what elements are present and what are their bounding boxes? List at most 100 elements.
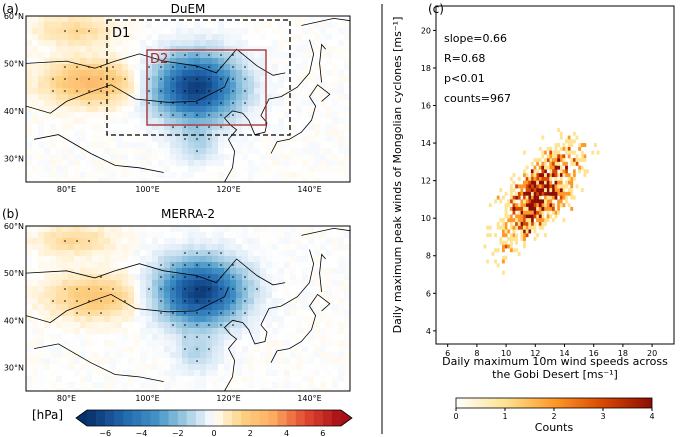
field-cell xyxy=(320,166,327,173)
histogram-cell xyxy=(520,236,524,241)
field-cell xyxy=(332,274,339,281)
field-cell xyxy=(230,244,237,251)
field-cell xyxy=(314,124,321,131)
histogram-cell xyxy=(549,173,553,178)
histogram-cell xyxy=(538,206,542,211)
field-cell xyxy=(314,166,321,173)
field-cell xyxy=(314,160,321,167)
field-cell xyxy=(248,142,255,149)
histogram-cells xyxy=(483,128,600,275)
field-cell xyxy=(152,112,159,119)
field-cell xyxy=(56,316,63,323)
field-cell xyxy=(266,352,273,359)
field-cell xyxy=(320,382,327,389)
field-cell xyxy=(176,388,183,391)
histogram-cell xyxy=(525,210,529,215)
field-cell xyxy=(38,268,45,275)
field-cell xyxy=(302,52,309,59)
field-cell xyxy=(170,40,177,47)
field-cell xyxy=(152,16,159,23)
field-cell xyxy=(260,160,267,167)
significance-dot xyxy=(100,78,102,80)
field-cell xyxy=(206,328,213,335)
field-cell xyxy=(140,232,147,239)
field-cell xyxy=(110,238,117,245)
field-cell xyxy=(188,94,195,101)
histogram-cell xyxy=(533,191,537,196)
field-cell xyxy=(314,310,321,317)
field-cell xyxy=(110,262,117,269)
field-cell xyxy=(128,268,135,275)
field-cell xyxy=(92,316,99,323)
histogram-cell xyxy=(565,199,568,204)
field-cell xyxy=(344,388,350,391)
field-cell xyxy=(110,136,117,143)
field-cell xyxy=(158,370,165,377)
field-cell xyxy=(68,382,75,389)
field-cell xyxy=(176,82,183,89)
field-cell xyxy=(236,136,243,143)
field-cell xyxy=(146,136,153,143)
field-cell xyxy=(74,82,81,89)
field-cell xyxy=(296,40,303,47)
field-cell xyxy=(38,352,45,359)
field-cell xyxy=(98,58,105,65)
field-cell xyxy=(152,70,159,77)
field-cell xyxy=(176,106,183,113)
histogram-cell xyxy=(504,255,508,260)
field-cell xyxy=(128,16,135,23)
field-cell xyxy=(308,52,315,59)
field-cell xyxy=(308,172,315,179)
histogram-cell xyxy=(499,236,503,241)
field-cell xyxy=(74,316,81,323)
field-cell xyxy=(86,130,93,137)
field-cell xyxy=(104,310,111,317)
field-cell xyxy=(116,100,123,107)
field-cell xyxy=(92,382,99,389)
map-a-frame xyxy=(25,15,351,183)
field-cell xyxy=(176,142,183,149)
field-cell xyxy=(164,388,171,391)
field-cell xyxy=(158,160,165,167)
field-cell xyxy=(50,256,57,263)
field-cell xyxy=(164,34,171,41)
field-cell xyxy=(176,364,183,371)
field-cell xyxy=(116,166,123,173)
field-cell xyxy=(290,232,297,239)
histogram-cell xyxy=(533,206,537,211)
field-cell xyxy=(116,298,123,305)
field-cell xyxy=(320,346,327,353)
field-cell xyxy=(128,64,135,71)
field-cell xyxy=(86,172,93,179)
field-cell xyxy=(38,160,45,167)
field-cell xyxy=(236,328,243,335)
field-cell xyxy=(200,46,207,53)
field-cell xyxy=(194,268,201,275)
field-cell xyxy=(254,382,261,389)
histogram-cell xyxy=(567,150,571,155)
field-cell xyxy=(170,178,177,182)
field-cell xyxy=(122,244,129,251)
histogram-cell xyxy=(517,251,521,256)
field-cell xyxy=(98,262,105,269)
field-cell xyxy=(314,52,321,59)
field-cell xyxy=(326,250,333,257)
field-cell xyxy=(110,142,117,149)
field-cell xyxy=(296,16,303,23)
histogram-cell xyxy=(501,233,505,238)
field-cell xyxy=(104,286,111,293)
field-cell xyxy=(314,256,321,263)
histogram-cell xyxy=(549,195,553,200)
significance-dot xyxy=(208,312,210,314)
field-cell xyxy=(212,94,219,101)
field-cell xyxy=(290,100,297,107)
field-cell xyxy=(242,304,249,311)
significance-dot xyxy=(232,78,234,80)
histogram-cell xyxy=(554,165,558,170)
histogram-cell xyxy=(512,173,516,178)
field-cell xyxy=(254,388,261,391)
significance-dot xyxy=(52,90,54,92)
field-cell xyxy=(200,166,207,173)
field-cell xyxy=(122,178,129,182)
field-cell xyxy=(32,358,39,365)
